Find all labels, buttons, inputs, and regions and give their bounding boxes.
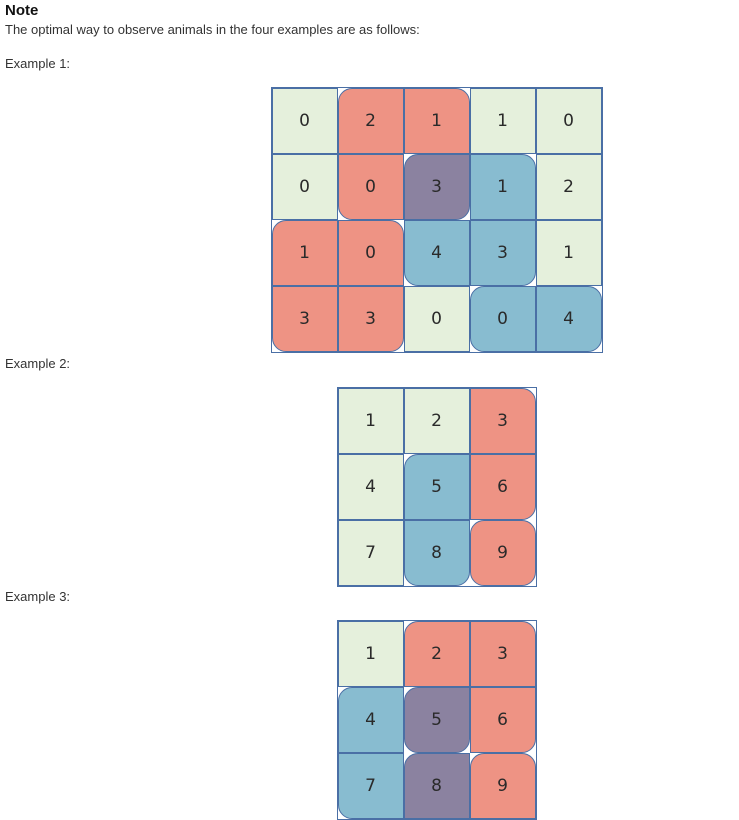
- cell-value: 6: [497, 709, 508, 730]
- grid-cell: 6: [469, 453, 536, 520]
- grid-cell: 7: [337, 752, 404, 819]
- grid-cell: 4: [337, 686, 404, 753]
- grid-cell: 0: [337, 219, 404, 286]
- cell-value: 1: [497, 110, 508, 131]
- grid-cell: 0: [403, 285, 470, 352]
- example-3-grid: 1 2 3 4 5 6 7 8 9: [337, 620, 537, 820]
- cell-value: 4: [365, 476, 376, 497]
- cell-value: 9: [497, 542, 508, 563]
- cell-value: 8: [431, 775, 442, 796]
- grid-cell: 1: [271, 219, 338, 286]
- grid-cell: 0: [535, 87, 602, 154]
- cell-value: 1: [563, 242, 574, 263]
- cell-value: 0: [431, 308, 442, 329]
- grid-cell: 8: [403, 752, 470, 819]
- grid-cell: 1: [337, 387, 404, 454]
- grid-cell: 3: [403, 153, 470, 220]
- note-text: The optimal way to observe animals in th…: [5, 22, 420, 37]
- grid-cell: 1: [337, 620, 404, 687]
- cell-value: 6: [497, 476, 508, 497]
- example-1-grid: 0 2 1 1 0 0 0 3 1 2 1 0 4 3 1 3 3 0 0 4: [271, 87, 603, 353]
- grid-cell: 4: [535, 285, 602, 352]
- grid-cell: 3: [469, 620, 536, 687]
- cell-value: 1: [299, 242, 310, 263]
- example-2-grid: 1 2 3 4 5 6 7 8 9: [337, 387, 537, 587]
- cell-value: 2: [365, 110, 376, 131]
- grid-cell: 2: [337, 87, 404, 154]
- example-1-label: Example 1:: [5, 56, 71, 71]
- grid-cell: 8: [403, 519, 470, 586]
- cell-value: 0: [365, 176, 376, 197]
- cell-value: 4: [431, 242, 442, 263]
- cell-value: 2: [563, 176, 574, 197]
- cell-value: 1: [497, 176, 508, 197]
- grid-cell: 1: [469, 153, 536, 220]
- grid-cell: 9: [469, 519, 536, 586]
- cell-value: 3: [365, 308, 376, 329]
- grid-cell: 9: [469, 752, 536, 819]
- grid-cell: 4: [403, 219, 470, 286]
- cell-value: 1: [365, 410, 376, 431]
- grid-cell: 2: [403, 620, 470, 687]
- grid-cell: 0: [337, 153, 404, 220]
- cell-value: 7: [365, 775, 376, 796]
- example-3-label: Example 3:: [5, 589, 71, 604]
- cell-value: 5: [431, 476, 442, 497]
- grid-cell: 3: [469, 387, 536, 454]
- grid-cell: 5: [403, 453, 470, 520]
- grid-cell: 1: [469, 87, 536, 154]
- cell-value: 3: [497, 242, 508, 263]
- grid-cell: 3: [469, 219, 536, 286]
- grid-cell: 3: [271, 285, 338, 352]
- cell-value: 9: [497, 775, 508, 796]
- cell-value: 3: [299, 308, 310, 329]
- cell-value: 2: [431, 643, 442, 664]
- grid-cell: 0: [271, 153, 338, 220]
- cell-value: 0: [299, 176, 310, 197]
- grid-cell: 4: [337, 453, 404, 520]
- cell-value: 3: [431, 176, 442, 197]
- grid-cell: 2: [403, 387, 470, 454]
- cell-value: 5: [431, 709, 442, 730]
- cell-value: 3: [497, 643, 508, 664]
- cell-value: 2: [431, 410, 442, 431]
- cell-value: 0: [365, 242, 376, 263]
- cell-value: 4: [563, 308, 574, 329]
- example-2-label: Example 2:: [5, 356, 71, 371]
- grid-cell: 0: [271, 87, 338, 154]
- grid-cell: 0: [469, 285, 536, 352]
- cell-value: 0: [497, 308, 508, 329]
- cell-value: 7: [365, 542, 376, 563]
- grid-cell: 1: [535, 219, 602, 286]
- cell-value: 3: [497, 410, 508, 431]
- cell-value: 4: [365, 709, 376, 730]
- grid-cell: 5: [403, 686, 470, 753]
- cell-value: 8: [431, 542, 442, 563]
- grid-cell: 2: [535, 153, 602, 220]
- grid-cell: 7: [337, 519, 404, 586]
- cell-value: 1: [365, 643, 376, 664]
- cell-value: 0: [299, 110, 310, 131]
- note-title: Note: [5, 2, 39, 19]
- grid-cell: 3: [337, 285, 404, 352]
- cell-value: 1: [431, 110, 442, 131]
- grid-cell: 6: [469, 686, 536, 753]
- cell-value: 0: [563, 110, 574, 131]
- grid-cell: 1: [403, 87, 470, 154]
